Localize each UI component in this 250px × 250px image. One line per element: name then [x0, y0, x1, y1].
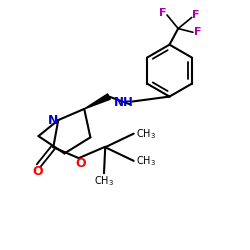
Text: N: N — [48, 114, 58, 126]
Text: F: F — [159, 8, 166, 18]
Text: CH$_3$: CH$_3$ — [94, 174, 114, 188]
Text: O: O — [32, 165, 42, 178]
Polygon shape — [84, 94, 110, 109]
Text: F: F — [194, 27, 201, 37]
Text: NH: NH — [114, 96, 134, 109]
Text: O: O — [75, 157, 86, 170]
Text: CH$_3$: CH$_3$ — [136, 127, 156, 140]
Text: CH$_3$: CH$_3$ — [136, 154, 156, 168]
Text: F: F — [192, 10, 200, 20]
